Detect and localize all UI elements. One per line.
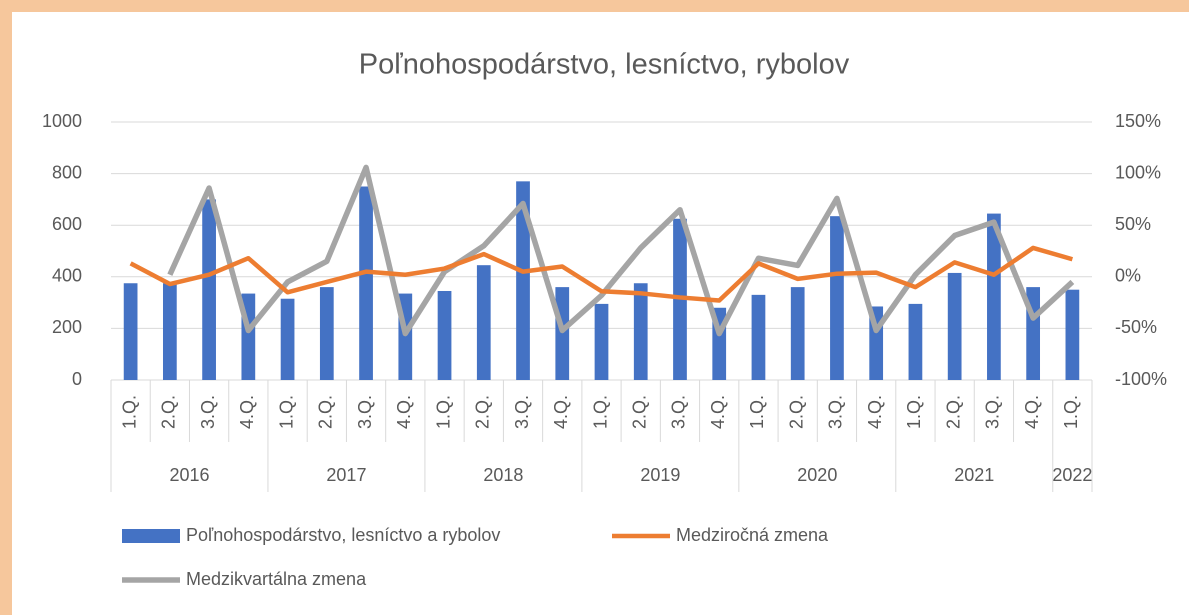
bar	[319, 287, 334, 380]
y2-tick-label: 150%	[1115, 111, 1161, 131]
bar	[1065, 289, 1080, 380]
x-tick-label: 1.Q.	[276, 395, 296, 429]
group-label: 2017	[326, 465, 366, 485]
legend-swatch	[122, 529, 180, 543]
legend-label: Medzikvartálna zmena	[186, 569, 367, 589]
x-tick-label: 3.Q.	[198, 395, 218, 429]
bar	[280, 298, 295, 380]
bar	[830, 216, 844, 380]
bar	[437, 290, 452, 380]
y2-tick-label: 0%	[1115, 266, 1141, 286]
x-tick-label: 1.Q.	[1061, 395, 1081, 429]
bar	[594, 303, 609, 380]
bar	[123, 283, 138, 380]
bar	[751, 294, 766, 380]
bar	[202, 199, 216, 380]
bar	[987, 213, 1001, 380]
x-tick-label: 3.Q.	[512, 395, 532, 429]
chart-title: Poľnohospodárstvo, lesníctvo, rybolov	[359, 49, 850, 81]
bar	[633, 283, 648, 380]
x-tick-label: 2.Q.	[943, 395, 963, 429]
x-tick-label: 4.Q.	[708, 395, 728, 429]
y2-tick-label: -50%	[1115, 317, 1157, 337]
x-tick-label: 1.Q.	[590, 395, 610, 429]
bar	[790, 287, 805, 380]
group-label: 2018	[483, 465, 523, 485]
bar	[476, 265, 491, 380]
x-tick-label: 1.Q.	[747, 395, 767, 429]
group-label: 2020	[797, 465, 837, 485]
bar	[555, 287, 570, 380]
bar	[947, 272, 962, 380]
x-tick-label: 3.Q.	[355, 395, 375, 429]
y2-tick-label: -100%	[1115, 369, 1167, 389]
x-tick-label: 4.Q.	[551, 395, 571, 429]
legend-label: Medziročná zmena	[676, 525, 829, 545]
y2-tick-label: 50%	[1115, 214, 1151, 234]
y-tick-label: 800	[52, 162, 82, 182]
group-label: 2021	[954, 465, 994, 485]
line	[167, 164, 1075, 337]
group-label: 2022	[1052, 465, 1092, 485]
x-tick-label: 1.Q.	[433, 395, 453, 429]
x-tick-label: 2.Q.	[786, 395, 806, 429]
bar	[908, 303, 923, 380]
x-tick-label: 1.Q.	[904, 395, 924, 429]
y-tick-label: 400	[52, 266, 82, 286]
y-tick-label: 1000	[42, 111, 82, 131]
x-tick-label: 1.Q.	[119, 395, 139, 429]
x-tick-label: 2.Q.	[159, 395, 179, 429]
x-tick-label: 4.Q.	[237, 395, 257, 429]
legend-label: Poľnohospodárstvo, lesníctvo a rybolov	[186, 525, 500, 545]
bar	[516, 181, 530, 380]
bar	[359, 186, 373, 380]
x-tick-label: 4.Q.	[865, 395, 885, 429]
x-tick-label: 2.Q.	[473, 395, 493, 429]
y-tick-label: 200	[52, 317, 82, 337]
group-label: 2016	[169, 465, 209, 485]
x-tick-label: 2.Q.	[316, 395, 336, 429]
line	[129, 245, 1074, 303]
x-tick-label: 2.Q.	[629, 395, 649, 429]
group-label: 2019	[640, 465, 680, 485]
x-tick-label: 3.Q.	[983, 395, 1003, 429]
x-tick-label: 3.Q.	[826, 395, 846, 429]
x-tick-label: 4.Q.	[1022, 395, 1042, 429]
y2-tick-label: 100%	[1115, 162, 1161, 182]
y-tick-label: 600	[52, 214, 82, 234]
x-tick-label: 3.Q.	[669, 395, 689, 429]
x-tick-label: 4.Q.	[394, 395, 414, 429]
bar	[162, 283, 177, 380]
y-tick-label: 0	[72, 369, 82, 389]
